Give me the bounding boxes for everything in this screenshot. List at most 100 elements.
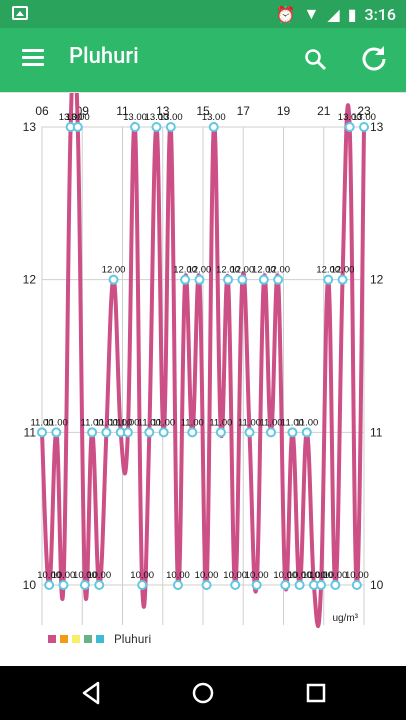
data-point — [151, 122, 162, 132]
data-point — [294, 580, 305, 590]
data-label: 12.00 — [216, 265, 240, 276]
x-tick-label: 23 — [357, 104, 371, 118]
page-title: Pluhuri — [69, 44, 139, 69]
data-label: 11.00 — [95, 417, 118, 428]
data-label: 10.00 — [195, 570, 219, 581]
data-point — [101, 427, 112, 438]
x-tick-label: 06 — [35, 104, 49, 118]
data-point — [180, 274, 191, 285]
data-point — [258, 274, 269, 285]
data-label: 13.00 — [338, 112, 362, 123]
data-point — [223, 274, 234, 285]
legend-swatch — [72, 635, 80, 643]
x-tick-label: 19 — [277, 104, 291, 118]
data-label: 11.00 — [81, 417, 104, 428]
search-icon[interactable] — [303, 47, 327, 71]
data-point — [344, 122, 355, 132]
data-label: 12.00 — [230, 265, 254, 276]
back-icon[interactable] — [76, 678, 106, 708]
x-tick-label: 13 — [156, 104, 170, 118]
data-label: 11.00 — [209, 417, 232, 428]
data-point — [94, 580, 105, 590]
data-point — [316, 580, 327, 590]
app-bar: Pluhuri — [0, 28, 406, 92]
signal-icon: ◢ — [327, 4, 340, 24]
data-label: 13.00 — [59, 112, 83, 123]
data-point — [301, 427, 312, 438]
data-label: 11.00 — [152, 417, 175, 428]
navigation-bar — [0, 666, 406, 720]
data-point — [351, 580, 362, 590]
data-point — [51, 427, 62, 438]
data-label: 11.00 — [109, 417, 132, 428]
chart-area: 10 10 11 11 12 12 13 13 06 09 11 13 15 17 19 21 23 ug/m³ 1… — [0, 45, 406, 667]
data-label: 12.00 — [188, 265, 212, 276]
home-icon[interactable] — [188, 678, 218, 708]
data-point — [194, 274, 205, 285]
data-label: 10.00 — [223, 570, 247, 581]
y-tick-label-right: 13 — [370, 120, 384, 134]
data-label: 12.00 — [266, 265, 290, 276]
data-label: 11.00 — [181, 417, 204, 428]
data-label: 12.00 — [173, 265, 197, 276]
legend-label: Pluhuri — [114, 632, 152, 646]
data-point — [72, 122, 83, 132]
data-point — [122, 427, 133, 438]
data-label: 10.00 — [166, 570, 190, 581]
data-point — [237, 274, 248, 285]
status-icons: ⏰ ▼ ◢ ▮ 3:16 — [276, 4, 396, 24]
data-point — [144, 427, 155, 438]
refresh-icon[interactable] — [360, 44, 388, 72]
data-point — [44, 580, 55, 590]
y-tick-label-right: 12 — [370, 273, 384, 287]
data-label: 10.00 — [73, 570, 97, 581]
status-bar: ⏰ ▼ ◢ ▮ 3:16 — [0, 0, 406, 28]
battery-icon: ▮ — [347, 4, 357, 24]
x-tick-label: 15 — [196, 104, 210, 118]
data-label: 11.00 — [45, 417, 68, 428]
data-label: 10.00 — [309, 570, 333, 581]
x-tick-label: 17 — [237, 104, 251, 118]
data-point — [273, 274, 284, 285]
data-label: 10.00 — [345, 570, 369, 581]
y-tick-label-left: 12 — [23, 273, 37, 287]
data-point — [108, 274, 119, 285]
data-point — [37, 427, 47, 438]
data-label: 13.00 — [159, 112, 183, 123]
legend-swatch — [96, 635, 104, 643]
x-tick-label: 11 — [116, 104, 129, 118]
data-point — [158, 427, 169, 438]
data-label: 13.00 — [202, 112, 226, 123]
legend-swatch — [48, 635, 56, 643]
data-point — [230, 580, 241, 590]
data-point — [87, 427, 98, 438]
y-tick-label-left: 13 — [23, 120, 37, 134]
data-label: 11.00 — [238, 417, 261, 428]
legend-swatch — [60, 635, 68, 643]
y-tick-label-right: 10 — [370, 578, 384, 592]
data-label: 10.00 — [323, 570, 347, 581]
image-icon — [12, 6, 28, 20]
data-label: 12.00 — [316, 265, 340, 276]
data-point — [323, 274, 334, 285]
data-point — [251, 580, 262, 590]
data-label: 10.00 — [273, 570, 297, 581]
data-label: 11.00 — [259, 417, 282, 428]
data-point — [130, 122, 141, 132]
data-label: 10.00 — [130, 570, 154, 581]
data-point — [201, 580, 212, 590]
y-tick-label-left: 11 — [24, 425, 37, 439]
data-label: 12.00 — [102, 265, 126, 276]
x-tick-label: 21 — [317, 104, 331, 118]
unit-label: ug/m³ — [332, 613, 358, 624]
y-tick-label-right: 11 — [370, 425, 383, 439]
data-label: 11.00 — [116, 417, 139, 428]
data-label: 12.00 — [331, 265, 355, 276]
data-label: 10.00 — [245, 570, 269, 581]
data-label: 10.00 — [37, 570, 61, 581]
data-label: 13.00 — [145, 112, 169, 123]
chart-legend: Pluhuri — [48, 632, 151, 646]
menu-icon[interactable] — [22, 49, 44, 67]
recents-icon[interactable] — [301, 678, 331, 708]
